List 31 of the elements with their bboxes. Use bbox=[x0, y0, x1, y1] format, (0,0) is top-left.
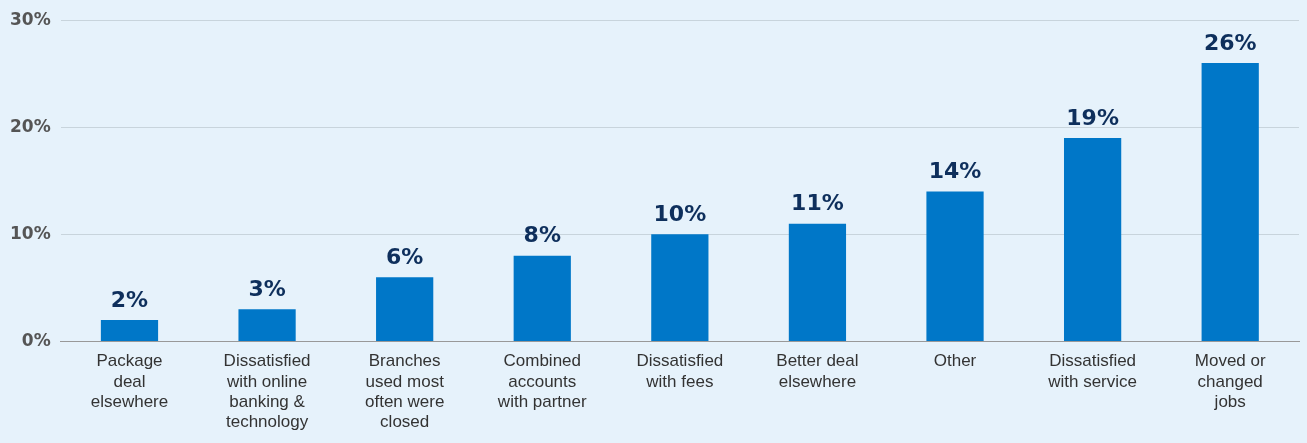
x-tick-label: Dissatisfied with service bbox=[1047, 351, 1138, 391]
data-label: 6% bbox=[385, 243, 424, 269]
x-tick-label: Branches used most often were closed bbox=[364, 351, 445, 432]
y-tick-label: 20% bbox=[9, 115, 51, 136]
y-tick-label: 30% bbox=[9, 8, 51, 29]
data-label: 26% bbox=[1203, 29, 1257, 55]
bar bbox=[100, 319, 159, 341]
x-tick-label: Package deal elsewhere bbox=[90, 351, 169, 412]
bar bbox=[238, 309, 296, 341]
bar bbox=[788, 223, 847, 341]
bar bbox=[376, 277, 434, 341]
bar bbox=[651, 234, 709, 341]
x-tick-label: Dissatisfied with fees bbox=[636, 351, 724, 391]
y-tick-label: 0% bbox=[21, 329, 51, 350]
bar bbox=[926, 191, 984, 341]
bar bbox=[1201, 63, 1259, 341]
y-tick-label: 10% bbox=[9, 222, 51, 243]
bar bbox=[1064, 137, 1122, 341]
x-tick-label: Moved or changed jobs bbox=[1194, 351, 1266, 412]
x-tick-label: Better deal elsewhere bbox=[776, 351, 859, 391]
data-label: 11% bbox=[791, 190, 844, 216]
bar bbox=[513, 255, 571, 341]
x-tick-label: Other bbox=[933, 351, 977, 371]
data-label: 14% bbox=[928, 158, 982, 184]
data-label: 2% bbox=[110, 286, 149, 312]
data-label: 3% bbox=[248, 276, 286, 301]
x-tick-label: Dissatisfied with online banking & technology bbox=[223, 351, 311, 432]
data-label: 19% bbox=[1066, 104, 1119, 130]
x-tick-label: Combined accounts with partner bbox=[496, 351, 587, 412]
data-label: 8% bbox=[523, 222, 561, 248]
data-label: 10% bbox=[653, 201, 707, 227]
